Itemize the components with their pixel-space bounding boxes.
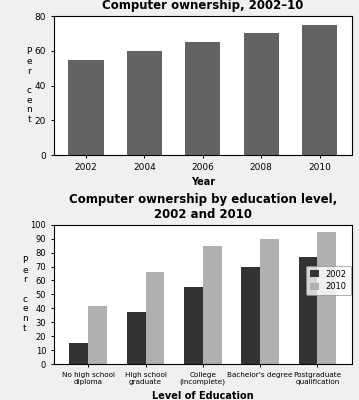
- Y-axis label: P
e
r

c
e
n
t: P e r c e n t: [26, 47, 32, 124]
- Legend: 2002, 2010: 2002, 2010: [306, 266, 351, 295]
- Bar: [185, 42, 220, 155]
- X-axis label: Level of Education: Level of Education: [152, 391, 254, 400]
- Bar: [69, 343, 88, 364]
- Title: Computer ownership by education level,
2002 and 2010: Computer ownership by education level, 2…: [69, 193, 337, 221]
- Bar: [145, 272, 164, 364]
- Bar: [302, 25, 337, 155]
- Bar: [260, 239, 279, 364]
- Bar: [203, 246, 222, 364]
- Bar: [299, 257, 317, 364]
- Bar: [244, 33, 279, 155]
- Y-axis label: P
e
r

c
e
n
t: P e r c e n t: [22, 256, 28, 333]
- Bar: [184, 288, 203, 364]
- Bar: [69, 60, 103, 155]
- X-axis label: Year: Year: [191, 177, 215, 187]
- Bar: [317, 232, 336, 364]
- Bar: [88, 306, 107, 364]
- Title: Computer ownership, 2002–10: Computer ownership, 2002–10: [102, 0, 303, 12]
- Bar: [127, 51, 162, 155]
- Bar: [241, 266, 260, 364]
- Bar: [127, 312, 145, 364]
